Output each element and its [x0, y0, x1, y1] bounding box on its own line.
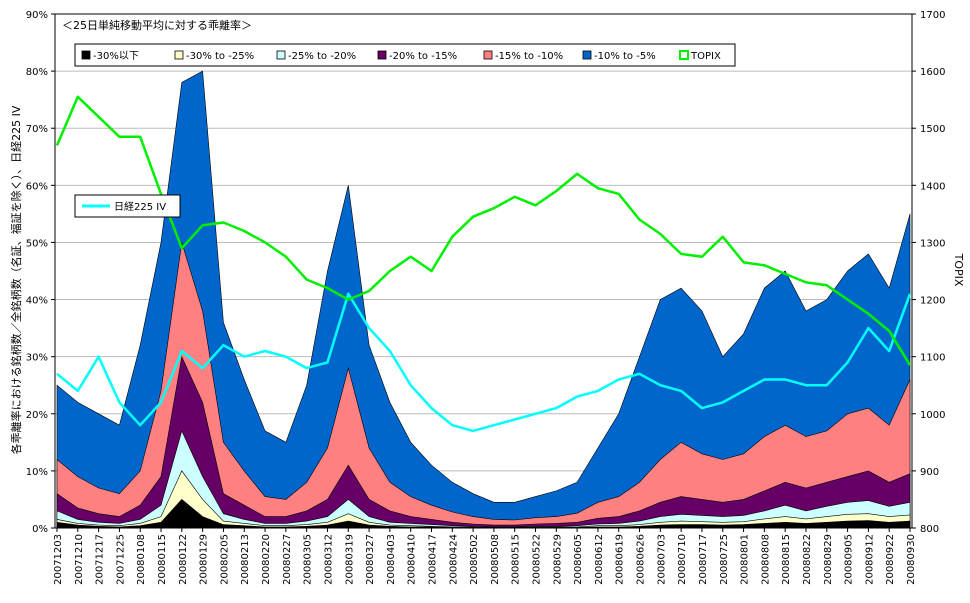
legend-swatch-10-to-5 [582, 50, 592, 60]
left-tick-label: 20% [26, 410, 48, 421]
right-tick-label: 1400 [920, 181, 945, 192]
x-tick-label: 20080725 [719, 534, 730, 585]
legend: -30%以下 -30% to -25% -25% to -20% -20% to -1… [74, 43, 736, 67]
right-tick-label: 1700 [920, 10, 945, 21]
iv-legend-label: 日経225 IV [114, 200, 166, 213]
legend-label-20-to-15: -20% to -15% [389, 51, 457, 62]
left-tick-label: 40% [26, 296, 48, 307]
x-tick-label: 20080829 [823, 534, 834, 585]
right-tick-label: 1600 [920, 67, 945, 78]
right-tick-label: 1100 [920, 353, 945, 364]
left-tick-label: 60% [26, 181, 48, 192]
x-tick-label: 20080213 [240, 534, 251, 585]
x-tick-label: 20080529 [552, 534, 563, 585]
x-tick-label: 20071225 [115, 534, 126, 585]
x-tick-label: 20080502 [469, 534, 480, 585]
plot-frame [54, 13, 913, 529]
right-tick-label: 900 [920, 467, 939, 478]
x-tick-label: 20080703 [656, 534, 667, 585]
left-tick-label: 70% [26, 124, 48, 135]
legend-label-10-to-5: -10% to -5% [594, 51, 656, 62]
x-axis-ticks: 20071203 20071210 20071217 20071225 20080108… [53, 528, 917, 585]
legend-label-30: -30%以下 [93, 51, 139, 62]
right-tick-label: 1000 [920, 410, 945, 421]
line-iv [56, 292, 912, 433]
legend-label-15-to-10: -15% to -10% [495, 51, 563, 62]
legend-label-topix: TOPIX [690, 51, 721, 62]
line-series [55, 95, 912, 433]
x-tick-label: 20080626 [636, 534, 647, 585]
right-tick-label: 800 [920, 524, 939, 535]
legend-swatch-25-to-20 [276, 50, 286, 60]
left-tick-label: 30% [26, 353, 48, 364]
legend-swatch-30-to-25 [174, 50, 184, 60]
left-tick-label: 10% [26, 467, 48, 478]
y-axis-title: 各乖離率における銘柄数／全銘柄数（名証、福証を除く）、日経225 IV [9, 105, 23, 454]
legend-box [74, 43, 736, 67]
area-15-to-10 [56, 242, 911, 529]
x-tick-label: 20080129 [199, 534, 210, 585]
title-box [58, 16, 268, 33]
x-tick-label: 20080108 [136, 534, 147, 585]
x-tick-label: 20080227 [282, 534, 293, 585]
left-tick-label: 0% [32, 524, 48, 535]
x-tick-label: 20071203 [53, 534, 64, 585]
x-tick-label: 20080612 [594, 534, 605, 585]
left-tick-label: 80% [26, 67, 48, 78]
x-tick-label: 20080801 [740, 534, 751, 585]
x-tick-label: 20080619 [615, 534, 626, 585]
left-axis-ticks: 0% 10% 20% 30% 40% 50% 60% 70% 80% 90% [26, 10, 55, 535]
x-tick-label: 20080815 [781, 534, 792, 585]
area-30 [56, 498, 911, 529]
x-tick-label: 20080605 [573, 534, 584, 585]
line-topix [55, 95, 912, 366]
stacked-areas [56, 70, 911, 529]
x-tick-label: 20080410 [407, 534, 418, 585]
iv-legend: 日経225 IV [74, 194, 181, 218]
y2-axis-title: TOPIX [952, 253, 965, 287]
x-tick-label: 20080710 [677, 534, 688, 585]
x-tick-label: 20080327 [365, 534, 376, 585]
x-tick-label: 20080930 [906, 534, 917, 585]
chart-title: ＜25日単純移動平均に対する乖離率＞ [62, 18, 252, 32]
iv-legend-box [74, 194, 181, 218]
x-tick-label: 20080808 [760, 534, 771, 585]
x-tick-label: 20071210 [74, 534, 85, 585]
area-10-to-5 [56, 70, 911, 529]
right-tick-label: 1200 [920, 296, 945, 307]
right-tick-label: 1500 [920, 124, 945, 135]
right-tick-label: 1300 [920, 238, 945, 249]
legend-swatch-15-to-10 [483, 50, 493, 60]
x-tick-label: 20080220 [261, 534, 272, 585]
x-tick-label: 20080515 [511, 534, 522, 585]
x-tick-label: 20080822 [802, 534, 813, 585]
x-tick-label: 20080403 [386, 534, 397, 585]
x-tick-label: 20080122 [178, 534, 189, 585]
x-tick-label: 20080717 [698, 534, 709, 585]
x-tick-label: 20080922 [885, 534, 896, 585]
x-tick-label: 20080424 [448, 534, 459, 585]
legend-swatch-20-to-15 [377, 50, 387, 60]
legend-swatch-topix [679, 50, 689, 60]
x-tick-label: 20080912 [864, 534, 875, 585]
x-tick-label: 20080522 [532, 534, 543, 585]
x-tick-label: 20071217 [95, 534, 106, 585]
x-tick-label: 20080205 [219, 534, 230, 585]
x-tick-label: 20080115 [157, 534, 168, 585]
right-axis-ticks: 800 900 1000 1100 1200 1300 1400 1500 1600 1700 [912, 10, 945, 535]
x-tick-label: 20080312 [324, 534, 335, 585]
legend-label-30-to-25: -30% to -25% [186, 51, 254, 62]
x-tick-label: 20080905 [844, 534, 855, 585]
left-tick-label: 50% [26, 238, 48, 249]
x-tick-label: 20080417 [428, 534, 439, 585]
x-tick-label: 20080319 [344, 534, 355, 585]
legend-label-25-to-20: -25% to -20% [288, 51, 356, 62]
x-tick-label: 20080508 [490, 534, 501, 585]
legend-swatch-30 [81, 50, 91, 60]
x-tick-label: 20080305 [303, 534, 314, 585]
left-tick-label: 90% [26, 10, 48, 21]
